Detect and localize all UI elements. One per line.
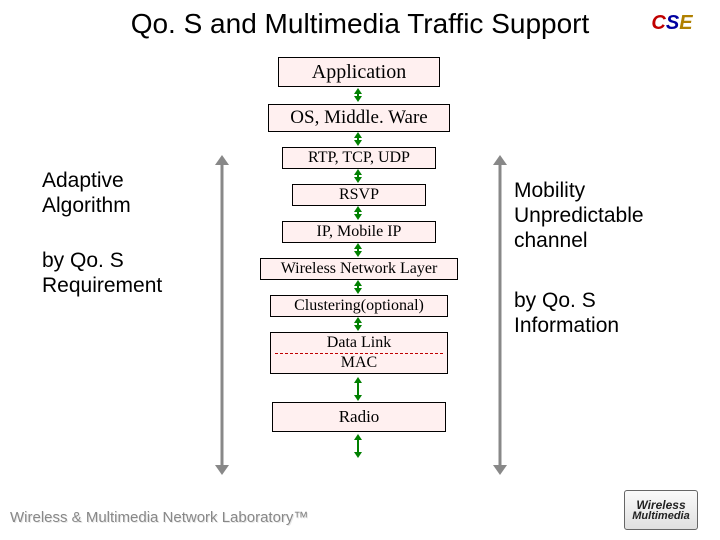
connector-arrow [351, 169, 365, 183]
connector-arrow [351, 88, 365, 102]
right-line2: Unpredictable [514, 204, 644, 227]
stack-box-wireless-net: Wireless Network Layer [260, 258, 458, 280]
right-line5: Information [514, 314, 619, 337]
stack-box-rsvp: RSVP [292, 184, 426, 206]
stack-box-datalink-mac: Data LinkMAC [270, 332, 448, 374]
cse-logo-c: C [651, 12, 665, 35]
slide-root: Qo. S and Multimedia Traffic Support C S… [0, 0, 720, 540]
stack-box-os-middleware: OS, Middle. Ware [268, 104, 450, 132]
connector-arrow [351, 434, 365, 458]
wireless-multimedia-logo: Wireless Multimedia [624, 490, 698, 530]
stack-box-application: Application [278, 57, 440, 87]
left-line3: by Qo. S [42, 249, 124, 272]
stack-box-ip-mobileip: IP, Mobile IP [282, 221, 436, 243]
stack-box-clustering: Clustering(optional) [270, 295, 448, 317]
left-line4: Requirement [42, 274, 162, 297]
connector-arrow [351, 317, 365, 331]
left-side-arrow [212, 155, 232, 475]
cse-logo: C S E [646, 6, 698, 40]
connector-arrow [351, 280, 365, 294]
left-line2: Algorithm [42, 194, 131, 217]
stack-box-rtp-tcp-udp: RTP, TCP, UDP [282, 147, 436, 169]
wm-logo-line2: Multimedia [632, 511, 689, 522]
left-line1: Adaptive [42, 169, 124, 192]
connector-arrow [351, 243, 365, 257]
right-line4: by Qo. S [514, 289, 596, 312]
connector-arrow [351, 206, 365, 220]
left-annotation-1: Adaptive Algorithm [42, 168, 131, 218]
connector-arrow [351, 377, 365, 401]
page-title: Qo. S and Multimedia Traffic Support [0, 8, 720, 40]
stack-box-radio: Radio [272, 402, 446, 432]
mac-label: MAC [271, 353, 447, 373]
right-line3: channel [514, 229, 588, 252]
right-side-arrow [490, 155, 510, 475]
cse-logo-s: S [666, 12, 679, 35]
footer-text: Wireless & Multimedia Network Laboratory… [10, 509, 308, 526]
right-annotation-1: Mobility Unpredictable channel [514, 178, 644, 254]
wm-logo-line1: Wireless [636, 499, 685, 511]
datalink-divider [275, 353, 443, 354]
right-line1: Mobility [514, 179, 585, 202]
connector-arrow [351, 132, 365, 146]
left-annotation-2: by Qo. S Requirement [42, 248, 162, 298]
datalink-label: Data Link [271, 333, 447, 353]
right-annotation-2: by Qo. S Information [514, 288, 619, 338]
cse-logo-e: E [679, 12, 692, 35]
